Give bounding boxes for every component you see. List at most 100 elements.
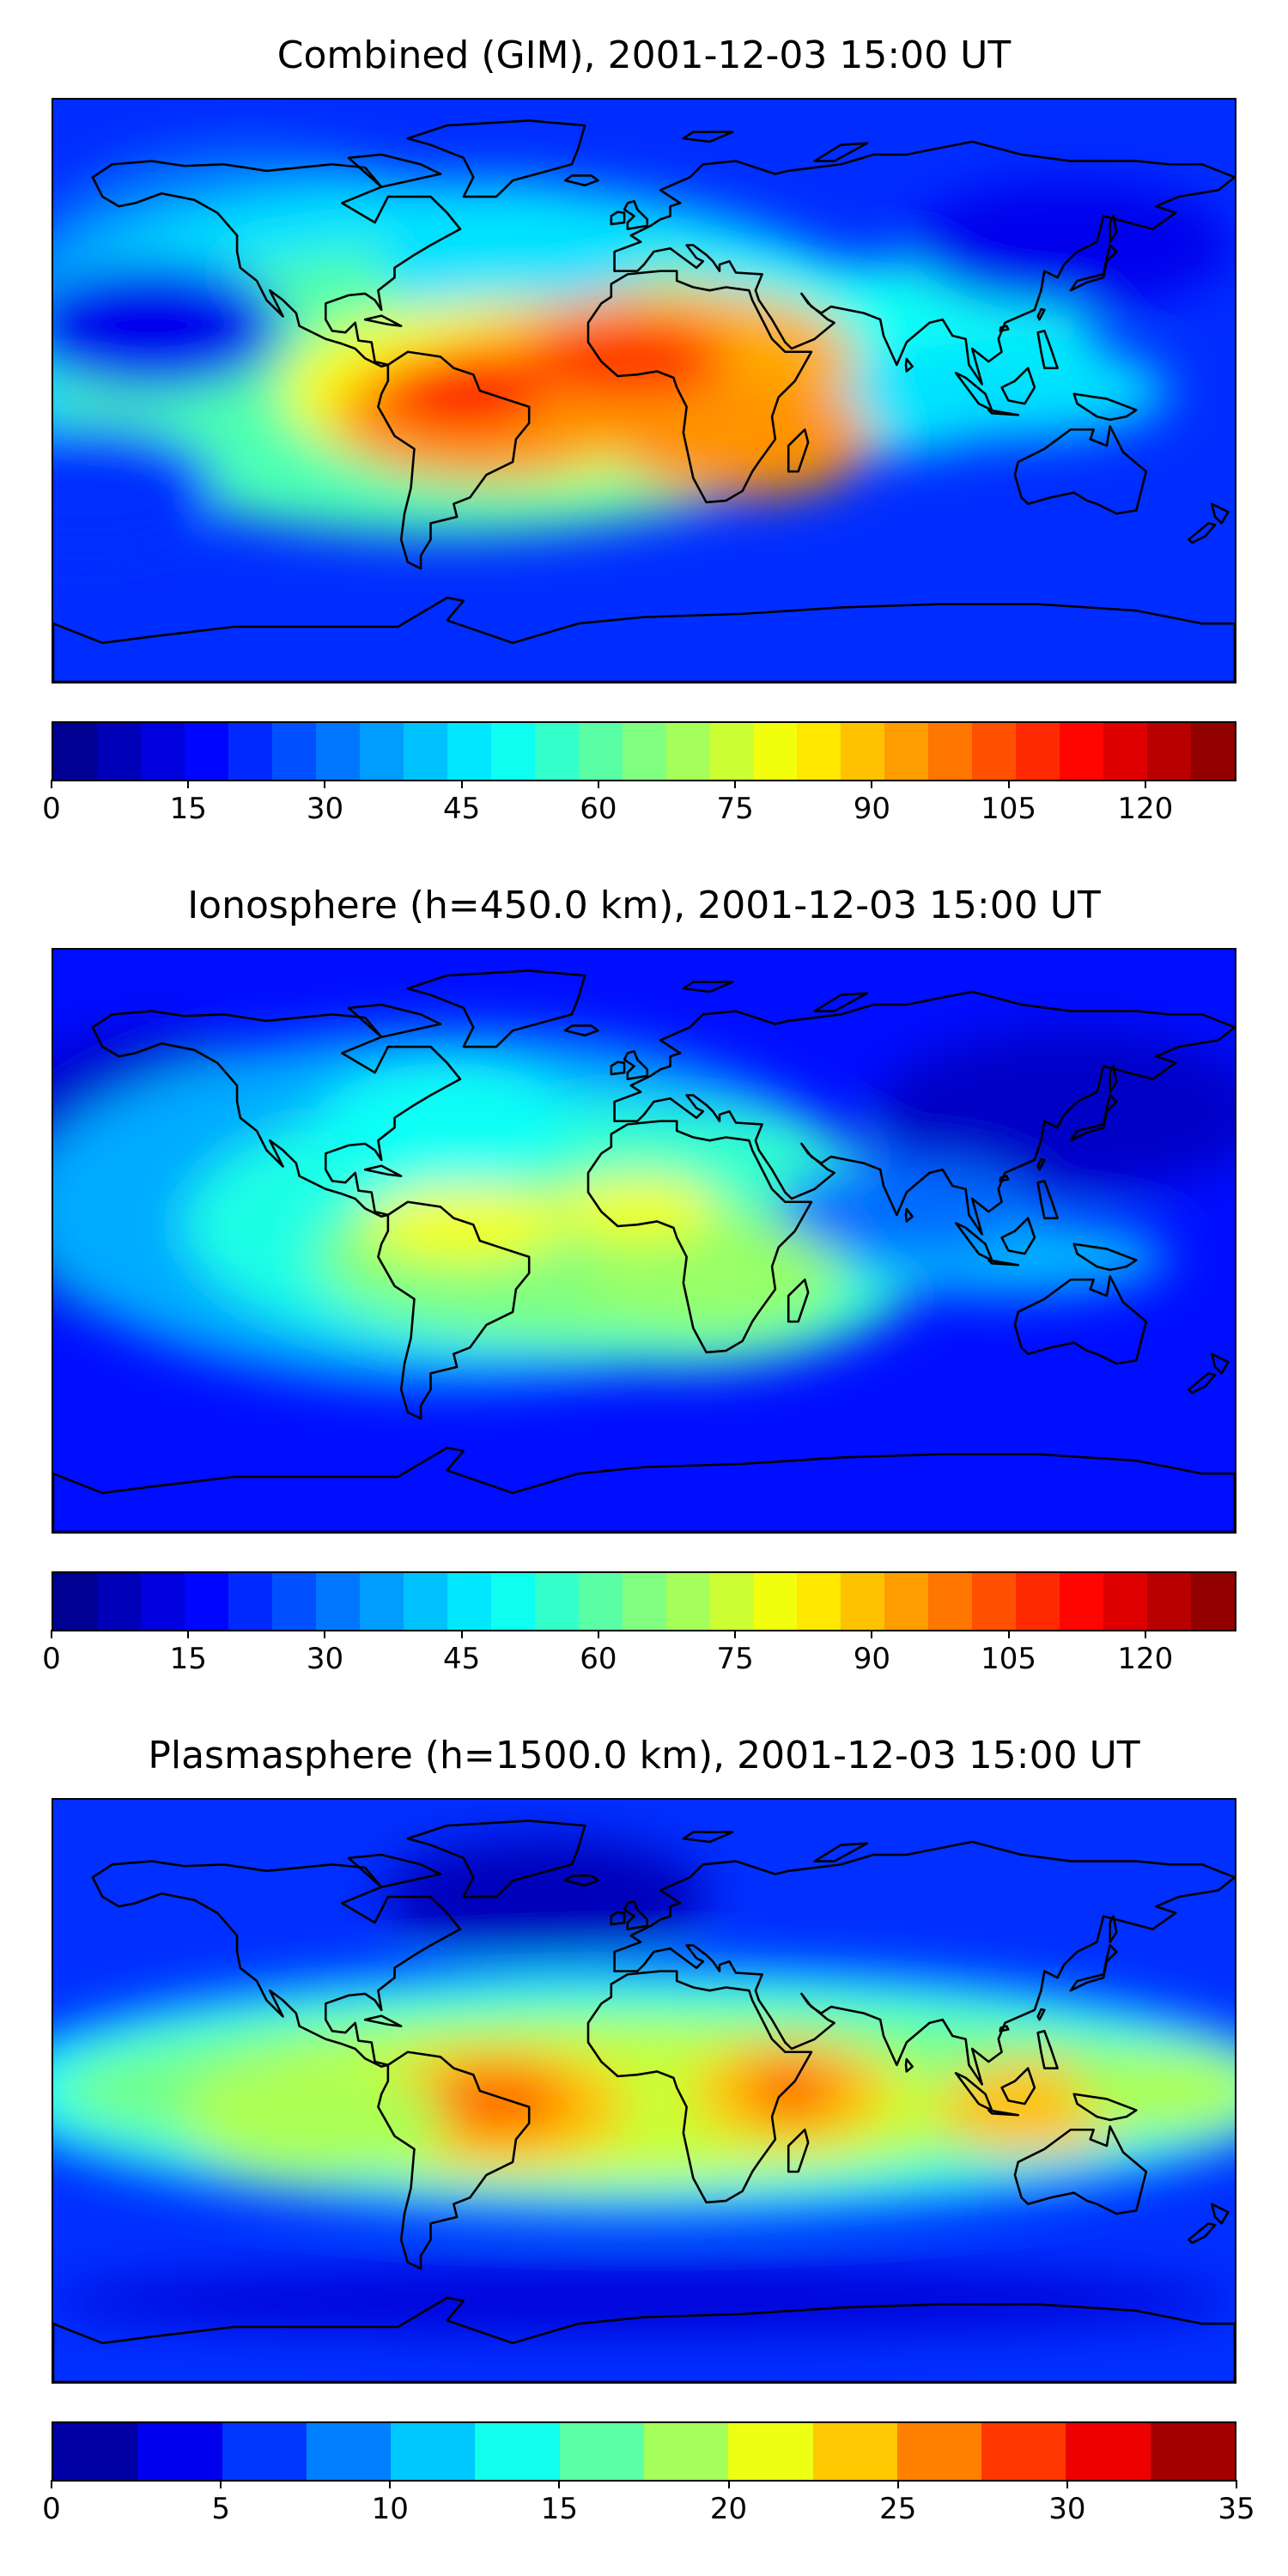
- coastline: [1188, 1372, 1217, 1394]
- colorbar-swatch: [490, 1573, 535, 1630]
- coastline: [377, 2050, 531, 2270]
- colorbar-swatch: [53, 1573, 97, 1630]
- colorbar-swatch: [728, 2423, 813, 2480]
- coastline: [954, 1222, 993, 1261]
- coastline: [623, 1050, 649, 1081]
- colorbar-swatch: [928, 723, 973, 780]
- colorbar-swatch: [928, 1573, 973, 1630]
- colorbar-swatch: [53, 723, 97, 780]
- coastline: [1036, 1180, 1059, 1219]
- coastline: [406, 969, 586, 1048]
- map-svg: [53, 950, 1235, 1532]
- coastline: [363, 314, 403, 327]
- coastline: [1072, 1242, 1138, 1272]
- coastline: [1000, 367, 1036, 405]
- colorbar-swatch: [315, 1573, 360, 1630]
- colorbar-swatch: [447, 723, 491, 780]
- colorbar-tick: [1007, 1630, 1010, 1638]
- colorbar-combined: [52, 721, 1236, 781]
- coastline: [1036, 2008, 1046, 2021]
- coastline: [954, 372, 993, 411]
- colorbar-swatch: [96, 1573, 141, 1630]
- colorbar-swatch: [884, 1573, 929, 1630]
- colorbar-swatch: [137, 2423, 222, 2480]
- colorbar-swatch: [306, 2423, 392, 2480]
- coastline: [406, 1820, 586, 1899]
- colorbar-tick-label: 90: [853, 1642, 891, 1676]
- colorbar-tick-label: 60: [580, 1642, 617, 1676]
- coastline: [682, 131, 734, 143]
- coastline: [586, 1970, 813, 2204]
- colorbar-tick-label: 75: [716, 792, 754, 826]
- colorbar-swatch: [1150, 2423, 1235, 2480]
- coastline: [1188, 2222, 1217, 2245]
- colorbar-tick-label: 120: [1117, 792, 1174, 826]
- colorbar-tick: [871, 1630, 873, 1638]
- coastline: [1072, 2093, 1138, 2122]
- coastline: [987, 1259, 1020, 1267]
- colorbar-tick: [220, 2480, 222, 2488]
- colorbar-swatch: [228, 1573, 272, 1630]
- coastline: [1210, 502, 1230, 525]
- coastline: [1210, 1352, 1230, 1375]
- colorbar-swatch: [559, 2423, 644, 2480]
- coastline: [1000, 2067, 1036, 2105]
- colorbar-swatch: [490, 723, 535, 780]
- coastline: [610, 210, 626, 226]
- colorbar-tick: [51, 2480, 52, 2488]
- colorbar-swatch: [622, 1573, 666, 1630]
- colorbar-swatch: [665, 1573, 710, 1630]
- colorbar-swatch: [315, 723, 360, 780]
- field-contour: [53, 261, 283, 391]
- colorbar-tick-label: 25: [879, 2492, 917, 2526]
- colorbar-swatch: [140, 1573, 185, 1630]
- coastline: [1000, 1217, 1036, 1255]
- map-ionosphere: [52, 948, 1236, 1534]
- colorbar-swatch: [475, 2423, 560, 2480]
- colorbar-swatch: [184, 723, 228, 780]
- coastline: [377, 350, 531, 570]
- colorbar-swatch: [534, 1573, 579, 1630]
- coastline: [610, 1911, 626, 1926]
- colorbar-tick: [389, 2480, 392, 2488]
- colorbar-swatch: [643, 2423, 729, 2480]
- coastline: [363, 1164, 403, 1177]
- coastlines: [53, 969, 1235, 1532]
- coastline: [1069, 1944, 1118, 1992]
- coastline: [563, 1024, 599, 1037]
- colorbar-swatch: [228, 723, 272, 780]
- coastline: [1013, 1275, 1148, 1365]
- colorbar-tick-label: 0: [42, 792, 61, 826]
- colorbar-tick-label: 20: [709, 2492, 748, 2526]
- coastline: [53, 596, 1235, 682]
- coastline: [53, 1446, 1235, 1532]
- colorbar-swatch: [884, 723, 929, 780]
- field-contour: [423, 2064, 569, 2136]
- chart-title: Plasmasphere (h=1500.0 km), 2001-12-03 1…: [148, 1734, 1140, 1777]
- colorbar-swatch: [222, 2423, 307, 2480]
- colorbar-swatch: [1147, 1573, 1192, 1630]
- colorbar-swatch: [359, 723, 404, 780]
- colorbar-tick-label: 45: [443, 1642, 481, 1676]
- coastline: [1036, 330, 1059, 369]
- coastline: [586, 1120, 813, 1354]
- field-contour: [841, 342, 1170, 440]
- coastline: [1013, 425, 1148, 515]
- colorbar-tick-label: 35: [1218, 2492, 1255, 2526]
- colorbar-swatch: [753, 1573, 798, 1630]
- colorbar-tick: [187, 1630, 190, 1638]
- colorbar-tick: [1007, 780, 1010, 788]
- colorbar-tick: [1066, 2480, 1068, 2488]
- colorbar-swatch: [981, 2423, 1066, 2480]
- colorbar-swatch: [622, 723, 666, 780]
- coastline: [613, 140, 1235, 386]
- colorbar-swatch: [53, 2423, 138, 2480]
- coastline: [1069, 244, 1118, 292]
- colorbar-swatch: [1147, 723, 1192, 780]
- colorbar-tick: [1144, 780, 1146, 788]
- coastline: [787, 428, 810, 473]
- colorbar-swatch: [1103, 723, 1148, 780]
- colorbar-tick-label: 5: [211, 2492, 230, 2526]
- field-contour: [365, 1185, 562, 1264]
